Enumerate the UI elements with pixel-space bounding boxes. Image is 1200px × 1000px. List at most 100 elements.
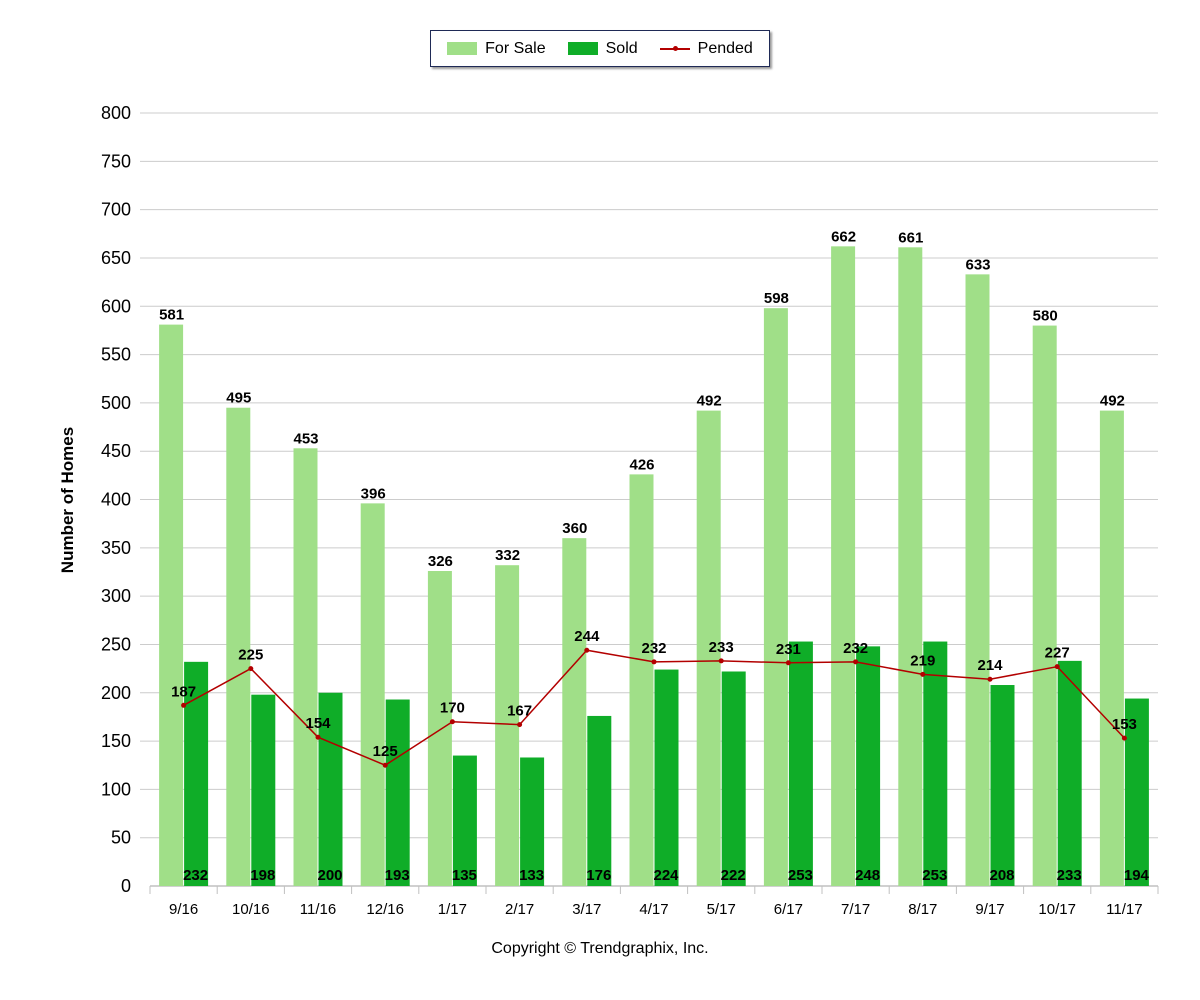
data-label-for-sale: 492 [1100,393,1125,410]
data-label-for-sale: 662 [831,228,856,245]
bar-for-sale [898,247,923,887]
y-tick-label: 150 [101,731,131,751]
y-tick-label: 200 [101,683,131,703]
data-label-pended: 170 [440,700,465,717]
data-label-pended: 232 [641,640,666,657]
x-tick-label: 5/17 [707,901,736,918]
data-label-for-sale: 633 [965,256,990,273]
data-label-sold: 222 [721,867,746,884]
bar-for-sale [226,407,251,886]
legend: For Sale Sold Pended [430,30,770,67]
y-tick-label: 0 [121,876,131,896]
pended-point [449,719,455,725]
pended-point [1054,664,1060,670]
bar-sold [1124,698,1149,886]
legend-item-sold[interactable]: Sold [567,40,638,58]
pended-point [181,702,187,708]
bar-for-sale [629,474,654,886]
bar-sold [721,671,746,886]
y-tick-label: 300 [101,586,131,606]
bar-for-sale [293,448,318,886]
x-tick-label: 11/17 [1106,901,1142,918]
bar-for-sale [831,246,856,886]
bar-for-sale [1032,325,1057,886]
data-label-sold: 248 [855,867,880,884]
bar-for-sale [965,274,990,886]
pended-point [920,671,926,677]
bar-for-sale [360,503,385,886]
data-label-for-sale: 598 [764,290,789,307]
data-label-pended: 219 [910,652,935,669]
y-axis-label: Number of Homes [58,426,77,574]
x-tick-label: 4/17 [639,901,668,918]
bar-for-sale [562,538,587,886]
bar-sold [788,641,813,886]
x-tick-label: 2/17 [505,901,534,918]
y-tick-label: 700 [101,200,131,220]
data-label-sold: 198 [250,867,275,884]
pended-point [1121,735,1127,741]
bar-sold [520,757,545,886]
data-label-sold: 135 [452,867,477,884]
x-tick-label: 9/16 [169,901,198,918]
x-tick-label: 8/17 [908,901,937,918]
pended-line-swatch [659,42,690,55]
bar-sold [654,669,679,886]
x-tick-label: 12/16 [366,901,404,918]
data-label-for-sale: 495 [226,390,251,407]
bar-for-sale [159,324,184,886]
y-tick-label: 550 [101,345,131,365]
bar-for-sale [763,308,788,886]
data-label-pended: 167 [507,703,532,720]
data-label-sold: 232 [183,867,208,884]
data-label-sold: 133 [519,867,544,884]
data-label-sold: 208 [989,867,1014,884]
y-tick-label: 50 [111,828,131,848]
y-tick-label: 450 [101,441,131,461]
data-label-for-sale: 326 [428,553,453,570]
data-label-pended: 227 [1045,645,1070,662]
pended-point [315,734,321,740]
pended-point [382,762,388,768]
data-label-for-sale: 661 [898,229,923,246]
y-tick-label: 650 [101,248,131,268]
bar-sold [587,715,612,886]
data-label-pended: 187 [171,683,196,700]
data-label-pended: 225 [238,647,263,664]
copyright-text: Copyright © Trendgraphix, Inc. [491,940,709,957]
pended-point [853,659,859,665]
pended-point [718,658,724,664]
sold-swatch [567,42,598,55]
y-tick-label: 600 [101,296,131,316]
bar-sold [251,694,276,886]
data-label-pended: 231 [776,641,801,658]
y-tick-label: 750 [101,151,131,171]
data-label-sold: 176 [586,867,611,884]
pended-point [517,722,523,728]
pended-point [987,676,993,682]
data-label-pended: 153 [1112,716,1137,733]
data-label-for-sale: 492 [697,393,722,410]
x-tick-label: 11/16 [300,901,336,918]
data-label-sold: 233 [1057,867,1082,884]
data-label-for-sale: 426 [629,456,654,473]
data-label-for-sale: 396 [361,485,386,502]
data-label-sold: 193 [385,867,410,884]
y-tick-label: 350 [101,538,131,558]
y-tick-label: 500 [101,393,131,413]
legend-item-for-sale[interactable]: For Sale [447,40,546,58]
bar-sold [923,641,948,886]
bar-sold [856,646,881,886]
x-tick-label: 10/17 [1038,901,1076,918]
y-tick-label: 400 [101,490,131,510]
legend-item-pended[interactable]: Pended [659,39,753,58]
bar-for-sale [427,571,452,886]
y-tick-label: 250 [101,634,131,654]
data-label-sold: 253 [922,867,947,884]
x-tick-label: 10/16 [232,901,270,918]
data-label-pended: 232 [843,640,868,657]
bar-sold [385,699,410,886]
data-label-sold: 200 [317,867,342,884]
legend-label-pended: Pended [697,39,753,57]
data-label-sold: 253 [788,867,813,884]
